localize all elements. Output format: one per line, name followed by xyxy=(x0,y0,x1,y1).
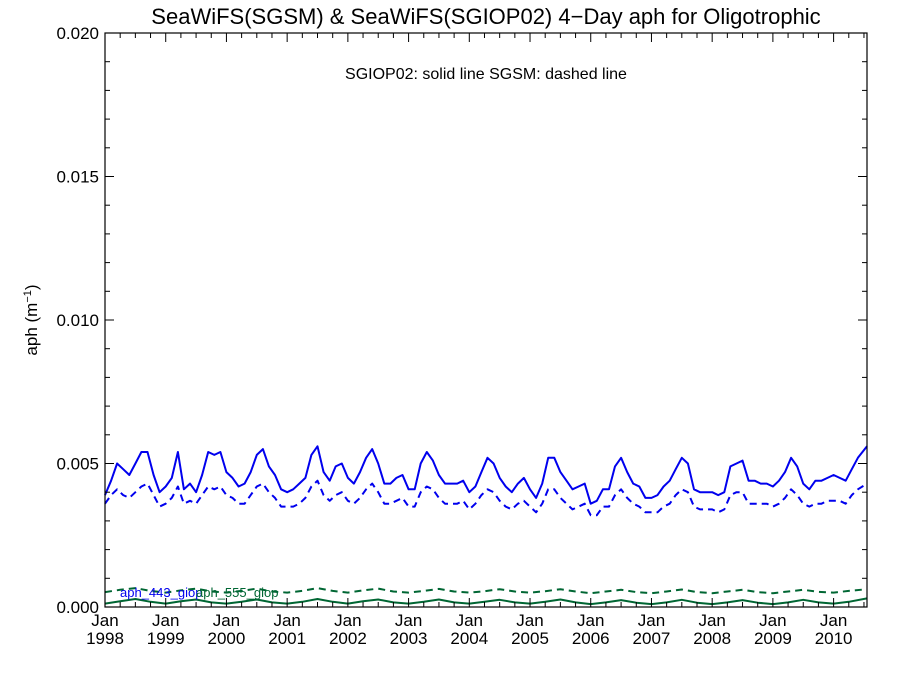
x-tick-label-month: Jan xyxy=(577,611,604,630)
legend-label-aph-443-giop: aph_443_giop xyxy=(120,585,202,600)
x-tick-label-year: 2003 xyxy=(390,629,428,648)
plot-frame xyxy=(104,32,868,608)
x-tick-label-year: 2009 xyxy=(754,629,792,648)
x-tick-label-month: Jan xyxy=(456,611,483,630)
x-tick-label-month: Jan xyxy=(273,611,300,630)
y-tick-label: 0.020 xyxy=(56,24,99,43)
x-tick-label-year: 2010 xyxy=(815,629,853,648)
x-tick-label-month: Jan xyxy=(395,611,422,630)
legend-label-aph-555-giop: aph_555_giop xyxy=(196,585,278,600)
axes-layer: 0.0000.0050.0100.0150.020Jan1998Jan1999J… xyxy=(56,24,868,648)
series-line-aph-555-gsm xyxy=(104,587,868,595)
y-tick-label: 0.005 xyxy=(56,455,99,474)
x-tick-label-month: Jan xyxy=(213,611,240,630)
series-line-aph-443-giop xyxy=(104,445,868,505)
y-axis-label-close: ) xyxy=(22,284,41,290)
y-axis-label-superscript: −1 xyxy=(22,290,34,303)
series-line-aph-443-gsm xyxy=(104,479,868,517)
x-tick-label-month: Jan xyxy=(91,611,118,630)
x-tick-label-year: 2007 xyxy=(633,629,671,648)
x-tick-label-month: Jan xyxy=(334,611,361,630)
x-tick-label-year: 1999 xyxy=(147,629,185,648)
x-tick-label-month: Jan xyxy=(820,611,847,630)
chart-title: SeaWiFS(SGSM) & SeaWiFS(SGIOP02) 4−Day a… xyxy=(151,4,820,29)
y-tick-label: 0.010 xyxy=(56,311,99,330)
y-axis-label-main: aph (m xyxy=(22,303,41,356)
x-tick-label-year: 2001 xyxy=(268,629,306,648)
x-tick-label-year: 2002 xyxy=(329,629,367,648)
x-tick-label-month: Jan xyxy=(152,611,179,630)
y-axis-label: aph (m−1) xyxy=(22,284,41,355)
x-tick-label-year: 2008 xyxy=(693,629,731,648)
x-tick-label-month: Jan xyxy=(516,611,543,630)
line-style-note: SGIOP02: solid line SGSM: dashed line xyxy=(345,66,627,83)
x-tick-label-year: 2000 xyxy=(208,629,246,648)
x-tick-label-year: 2004 xyxy=(450,629,488,648)
y-tick-label: 0.000 xyxy=(56,598,99,617)
series-layer xyxy=(104,445,868,606)
x-tick-label-month: Jan xyxy=(698,611,725,630)
x-tick-label-year: 2005 xyxy=(511,629,549,648)
y-tick-label: 0.015 xyxy=(56,168,99,187)
series-line-aph-555-giop xyxy=(104,597,868,606)
x-tick-label-year: 2006 xyxy=(572,629,610,648)
x-tick-label-year: 1998 xyxy=(86,629,124,648)
x-tick-label-month: Jan xyxy=(638,611,665,630)
x-tick-label-month: Jan xyxy=(759,611,786,630)
